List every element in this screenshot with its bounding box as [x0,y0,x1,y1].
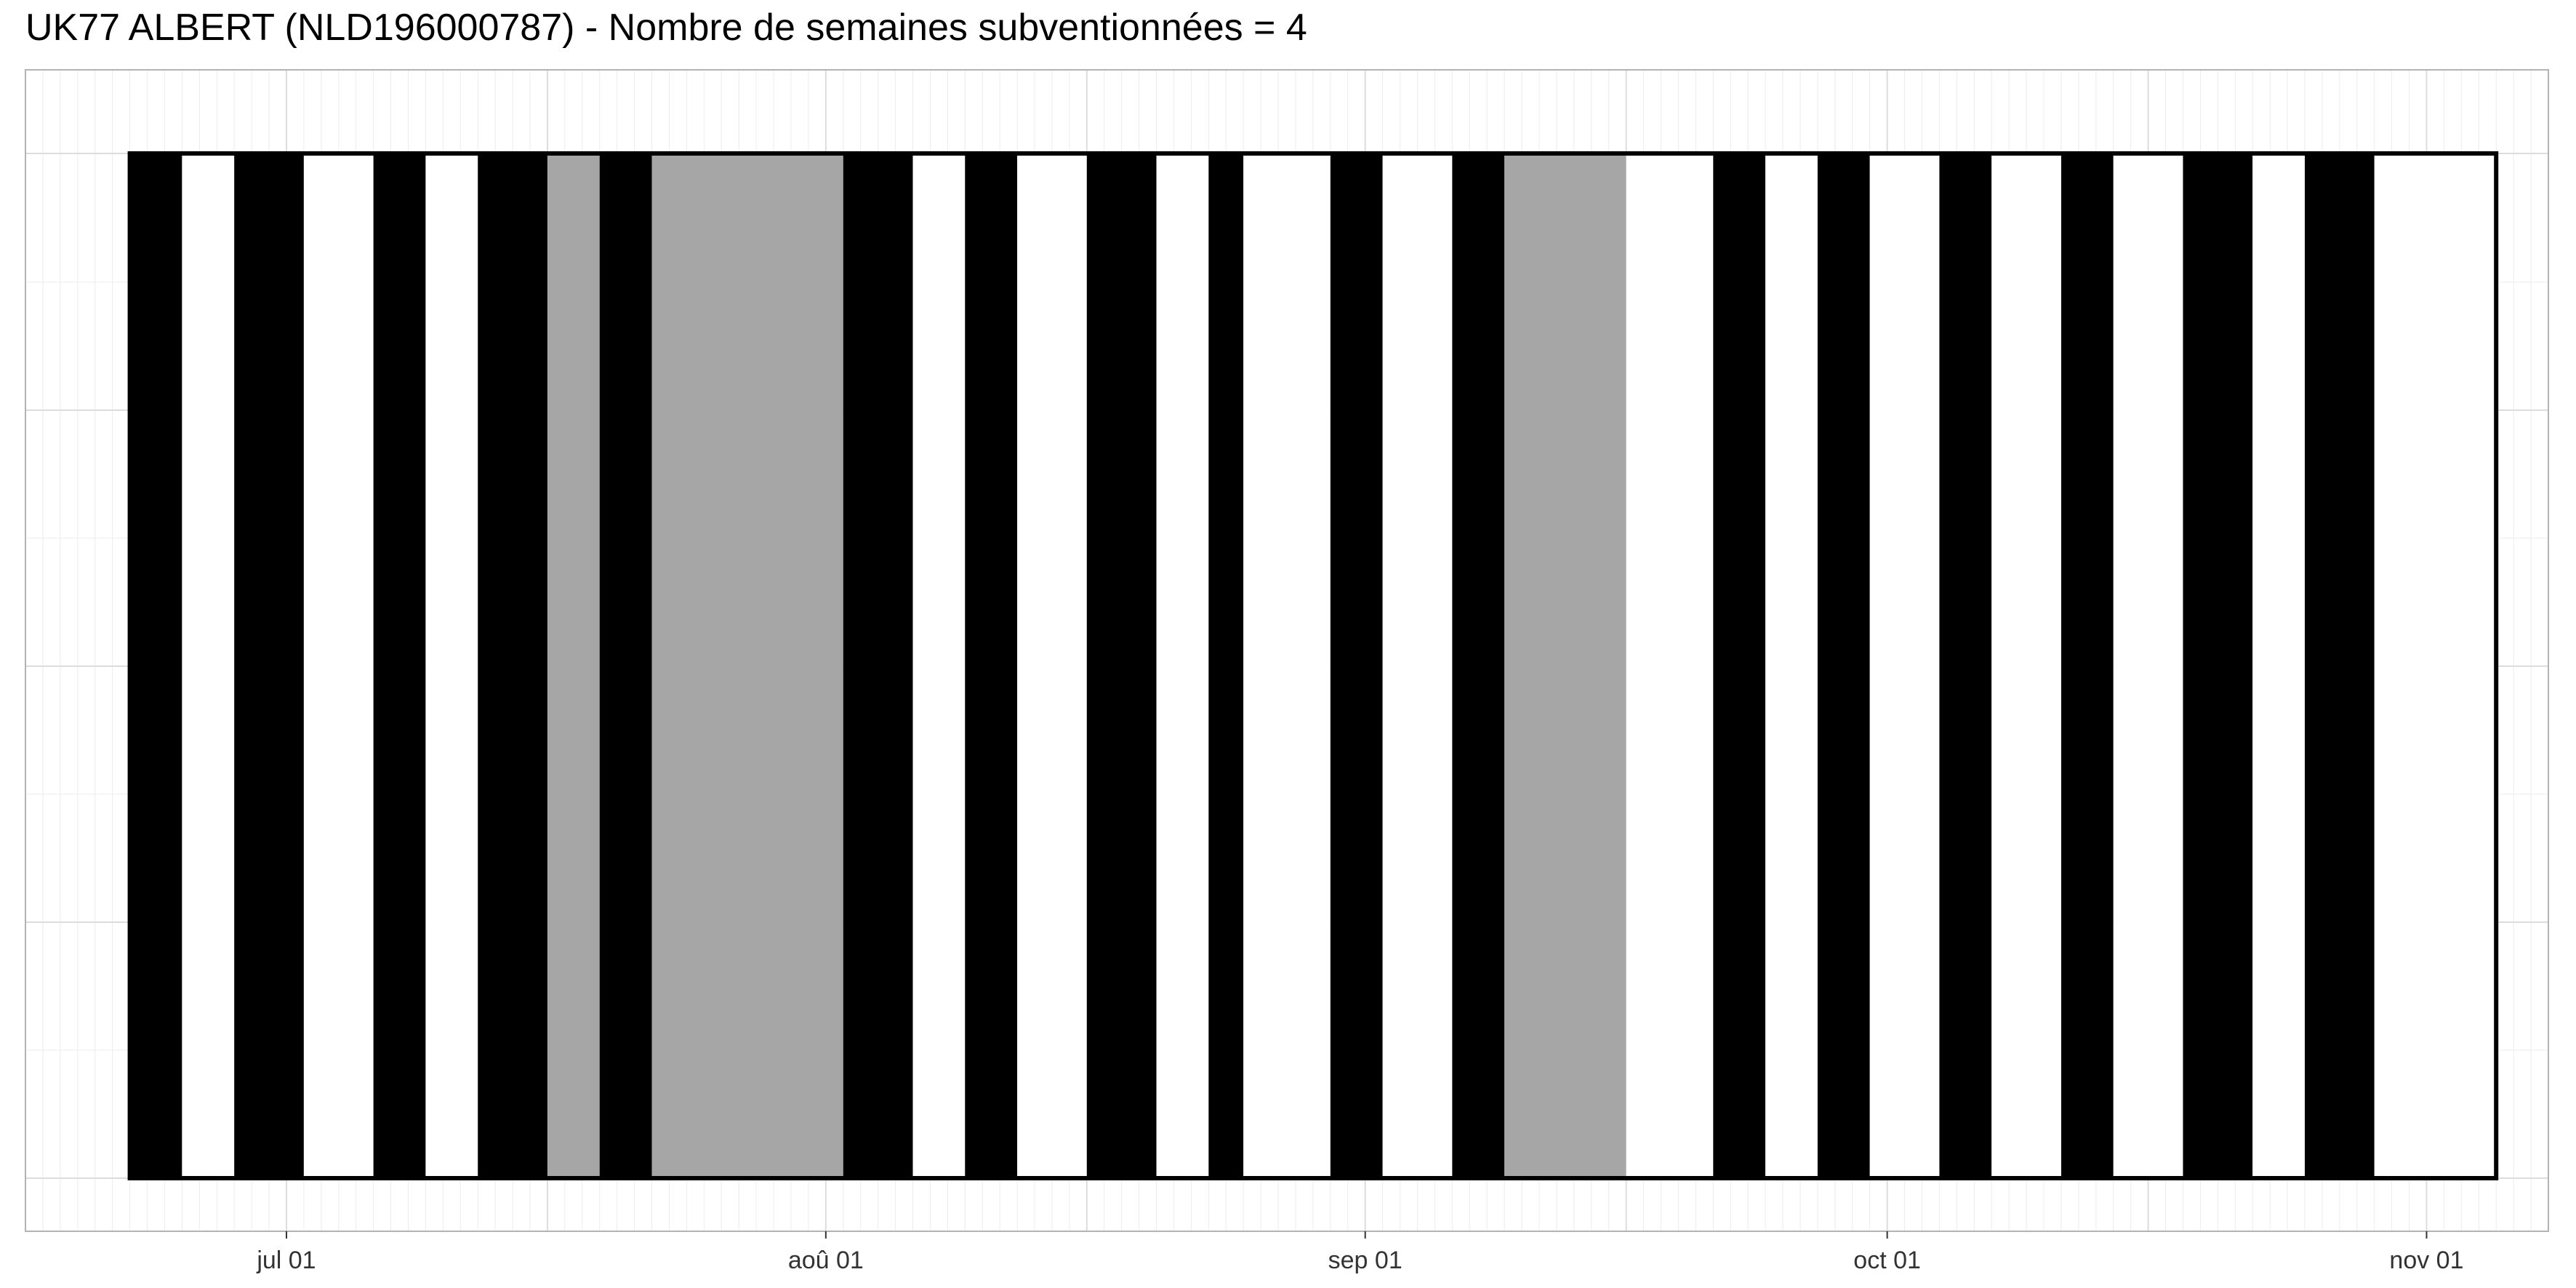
x-tick-label: nov 01 [2389,1247,2463,1274]
segment-black [1452,153,1505,1178]
x-tick-label: sep 01 [1328,1247,1403,1274]
segment-black [1817,153,1870,1178]
segment-black [599,153,652,1178]
segment-black [373,153,426,1178]
segment-black [234,153,304,1178]
segment-white [2252,153,2305,1178]
segment-white [1156,153,1209,1178]
segment-white [1017,153,1087,1178]
segment-white [425,153,478,1178]
segment-black [2061,153,2114,1178]
segment-white [1243,153,1331,1178]
period-outline [127,151,2499,1180]
segment-black [843,153,913,1178]
segment-black [1208,153,1244,1178]
segment-white [1626,153,1714,1178]
x-tick-label: oct 01 [1853,1247,1921,1274]
segment-black [965,153,1018,1178]
plot-panel-border [25,69,2549,1232]
segment-white [182,153,235,1178]
x-tick-label: jul 01 [256,1247,316,1274]
segment-black [129,153,182,1178]
segment-black [1086,153,1157,1178]
segment-black [1713,153,1766,1178]
segment-white [1765,153,1818,1178]
segment-white [1869,153,1940,1178]
segment-black [2304,153,2375,1178]
segment-black [1330,153,1383,1178]
segment-black [478,153,547,1178]
chart-title: UK77 ALBERT (NLD196000787) - Nombre de s… [25,7,1307,49]
segment-grey [651,153,843,1178]
segment-white [2374,153,2497,1178]
segment-white [303,153,374,1178]
segment-white [912,153,966,1178]
segment-grey [547,153,600,1178]
segment-grey [1504,153,1626,1178]
segment-black [2183,153,2253,1178]
segment-white [2113,153,2183,1178]
segment-black [1939,153,1992,1178]
x-tick-label: aoû 01 [788,1247,864,1274]
segment-white [1382,153,1453,1178]
segment-white [1991,153,2061,1178]
x-axis-ticks: jul 01 aoû 01 sep 01 oct 01 nov 01 [256,1231,2464,1274]
segments [129,153,2497,1178]
